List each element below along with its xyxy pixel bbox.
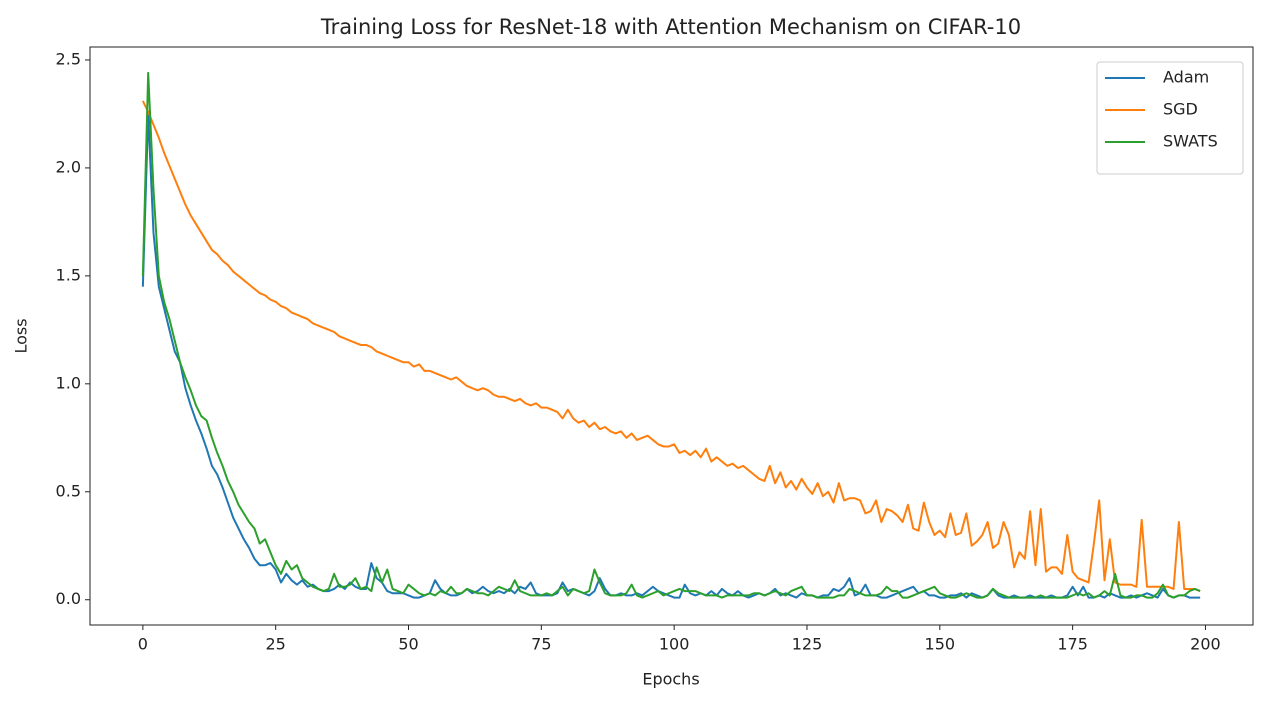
x-tick-label: 200 xyxy=(1190,635,1221,654)
x-tick-label: 25 xyxy=(266,635,286,654)
y-tick-label: 0.0 xyxy=(56,589,81,608)
chart-title: Training Loss for ResNet-18 with Attenti… xyxy=(320,15,1021,39)
legend-label: SGD xyxy=(1163,100,1198,119)
x-tick-label: 175 xyxy=(1057,635,1088,654)
y-tick-label: 0.5 xyxy=(56,481,81,500)
x-tick-label: 0 xyxy=(138,635,148,654)
line-series xyxy=(141,71,1201,599)
x-tick-label: 100 xyxy=(659,635,690,654)
legend-label: SWATS xyxy=(1163,132,1218,151)
legend-label: Adam xyxy=(1163,68,1209,87)
line-series xyxy=(141,100,1201,593)
y-tick-label: 1.5 xyxy=(56,265,81,284)
y-tick-label: 2.0 xyxy=(56,157,81,176)
y-tick-label: 2.5 xyxy=(56,49,81,68)
x-tick-label: 125 xyxy=(792,635,823,654)
x-tick-label: 150 xyxy=(925,635,956,654)
y-axis-label: Loss xyxy=(12,318,31,353)
y-tick-label: 1.0 xyxy=(56,373,81,392)
x-axis-label: Epochs xyxy=(642,670,699,689)
plot-frame xyxy=(89,46,1254,626)
x-tick-label: 50 xyxy=(398,635,418,654)
x-tick-label: 75 xyxy=(531,635,551,654)
legend-box xyxy=(1096,61,1244,175)
legend: Adam SGD SWATS xyxy=(1096,61,1244,175)
